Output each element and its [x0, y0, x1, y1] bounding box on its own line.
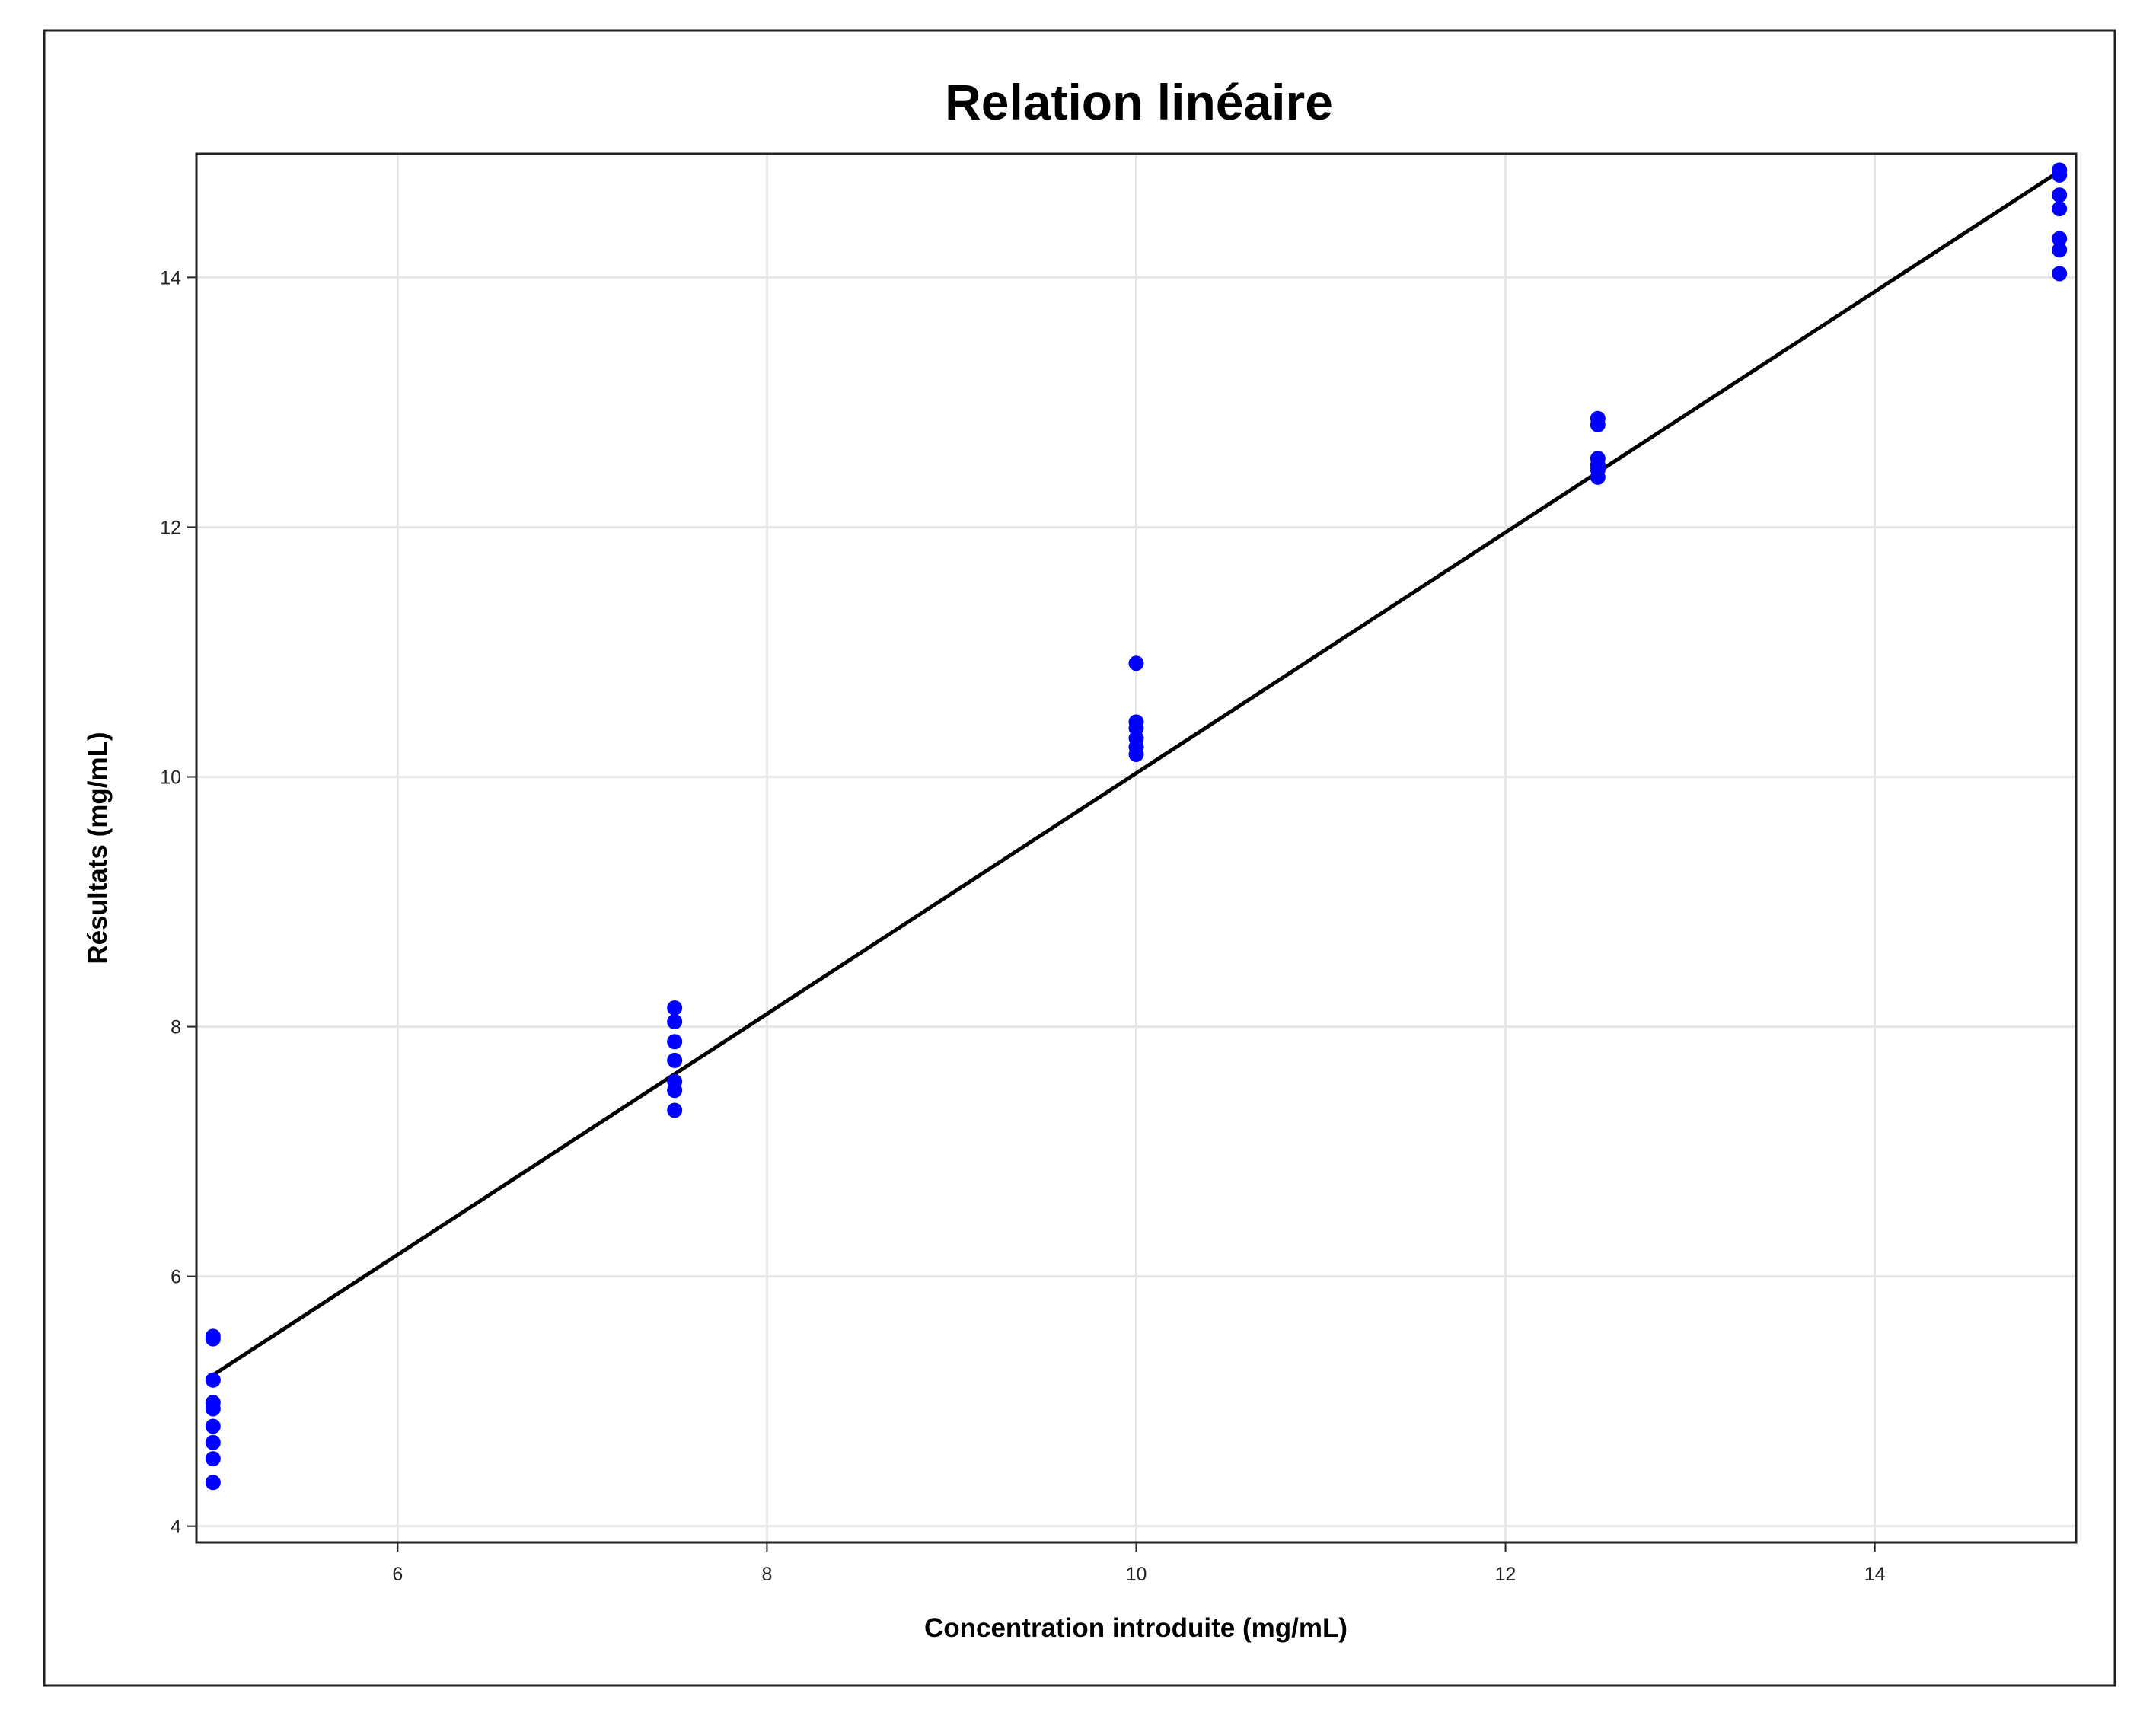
y-tick-label: 8 — [171, 1017, 181, 1038]
y-tick-label: 14 — [160, 267, 181, 289]
data-point — [1590, 469, 1606, 485]
data-point — [205, 1331, 221, 1347]
chart-title: Relation linéaire — [945, 74, 1333, 130]
data-point — [205, 1372, 221, 1388]
data-point — [2052, 187, 2068, 203]
data-point — [205, 1451, 221, 1467]
data-point — [2052, 167, 2068, 183]
data-point — [1128, 655, 1144, 671]
data-point — [667, 1102, 683, 1118]
data-point — [205, 1418, 221, 1434]
gridlines — [196, 154, 2076, 1542]
y-axis-label: Résultats (mg/mL) — [83, 732, 113, 964]
x-tick-label: 12 — [1495, 1564, 1517, 1585]
x-ticks: 6 8 10 12 14 — [392, 1542, 1886, 1585]
fit-line-group — [212, 169, 2061, 1377]
y-ticks: 4 6 8 10 12 14 — [160, 267, 196, 1538]
data-point — [205, 1401, 221, 1417]
data-point — [2052, 266, 2068, 282]
y-tick-label: 4 — [171, 1517, 181, 1538]
data-point — [2052, 201, 2068, 217]
x-axis-label: Concentration introduite (mg/mL) — [924, 1613, 1348, 1643]
y-tick-label: 10 — [160, 767, 181, 789]
data-points — [205, 162, 2068, 1491]
data-point — [1590, 416, 1606, 432]
data-point — [667, 1052, 683, 1068]
data-point — [205, 1434, 221, 1450]
data-point — [667, 1000, 683, 1016]
x-tick-label: 10 — [1126, 1564, 1147, 1585]
data-point — [667, 1034, 683, 1050]
regression-line — [212, 169, 2061, 1377]
x-tick-label: 8 — [761, 1564, 772, 1585]
data-point — [205, 1475, 221, 1491]
data-point — [667, 1083, 683, 1099]
x-tick-label: 14 — [1864, 1564, 1886, 1585]
x-tick-label: 6 — [392, 1564, 403, 1585]
outer-frame — [43, 29, 2116, 1687]
data-point — [2052, 231, 2068, 247]
data-point — [1128, 746, 1144, 762]
y-tick-label: 12 — [160, 517, 181, 538]
y-tick-label: 6 — [171, 1267, 181, 1288]
data-point — [2052, 242, 2068, 258]
data-point — [667, 1014, 683, 1029]
